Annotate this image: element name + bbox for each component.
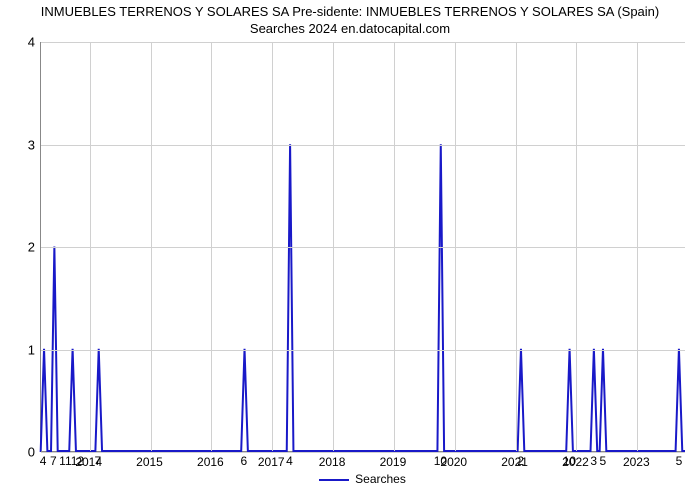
y-tick-label: 0 <box>5 445 35 460</box>
x-tick-label: 2023 <box>623 455 650 469</box>
peak-label: 3 <box>590 454 597 468</box>
peak-label: 6 <box>241 454 248 468</box>
gridline-v <box>394 42 395 451</box>
x-tick-label: 2015 <box>136 455 163 469</box>
chart-container: INMUEBLES TERRENOS Y SOLARES SA Pre-side… <box>0 0 700 500</box>
gridline-v <box>516 42 517 451</box>
plot-area <box>40 42 685 452</box>
peak-label: 4 <box>40 454 47 468</box>
legend-swatch <box>319 479 349 481</box>
searches-line <box>41 144 685 451</box>
peak-label: 2 <box>517 454 524 468</box>
peak-label: 10 <box>434 454 447 468</box>
gridline-h <box>41 42 685 43</box>
gridline-v <box>151 42 152 451</box>
x-tick-label: 2016 <box>197 455 224 469</box>
x-tick-label: 2019 <box>380 455 407 469</box>
gridline-v <box>272 42 273 451</box>
gridline-v <box>333 42 334 451</box>
peak-label: 4 <box>286 454 293 468</box>
gridline-h <box>41 145 685 146</box>
peak-label: 7 <box>94 454 101 468</box>
gridline-v <box>455 42 456 451</box>
gridline-h <box>41 350 685 351</box>
gridline-v <box>637 42 638 451</box>
peak-label: 10 <box>563 454 576 468</box>
gridline-v <box>90 42 91 451</box>
x-tick-label: 2017 <box>258 455 285 469</box>
y-tick-label: 4 <box>5 35 35 50</box>
gridline-v <box>211 42 212 451</box>
title-line-1: INMUEBLES TERRENOS Y SOLARES SA Pre-side… <box>41 4 659 19</box>
gridline-h <box>41 247 685 248</box>
y-tick-label: 2 <box>5 240 35 255</box>
legend-label: Searches <box>355 472 406 486</box>
y-tick-label: 3 <box>5 137 35 152</box>
x-tick-label: 2018 <box>319 455 346 469</box>
title-line-2: Searches 2024 en.datocapital.com <box>250 21 450 36</box>
legend: Searches <box>40 472 685 486</box>
gridline-v <box>576 42 577 451</box>
gridline-h <box>41 452 685 453</box>
peak-label: 5 <box>676 454 683 468</box>
peak-label: 7 <box>50 454 57 468</box>
chart-title: INMUEBLES TERRENOS Y SOLARES SA Pre-side… <box>0 4 700 38</box>
y-tick-label: 1 <box>5 342 35 357</box>
peak-label: 5 <box>600 454 607 468</box>
peak-label: 1112 <box>59 454 84 468</box>
